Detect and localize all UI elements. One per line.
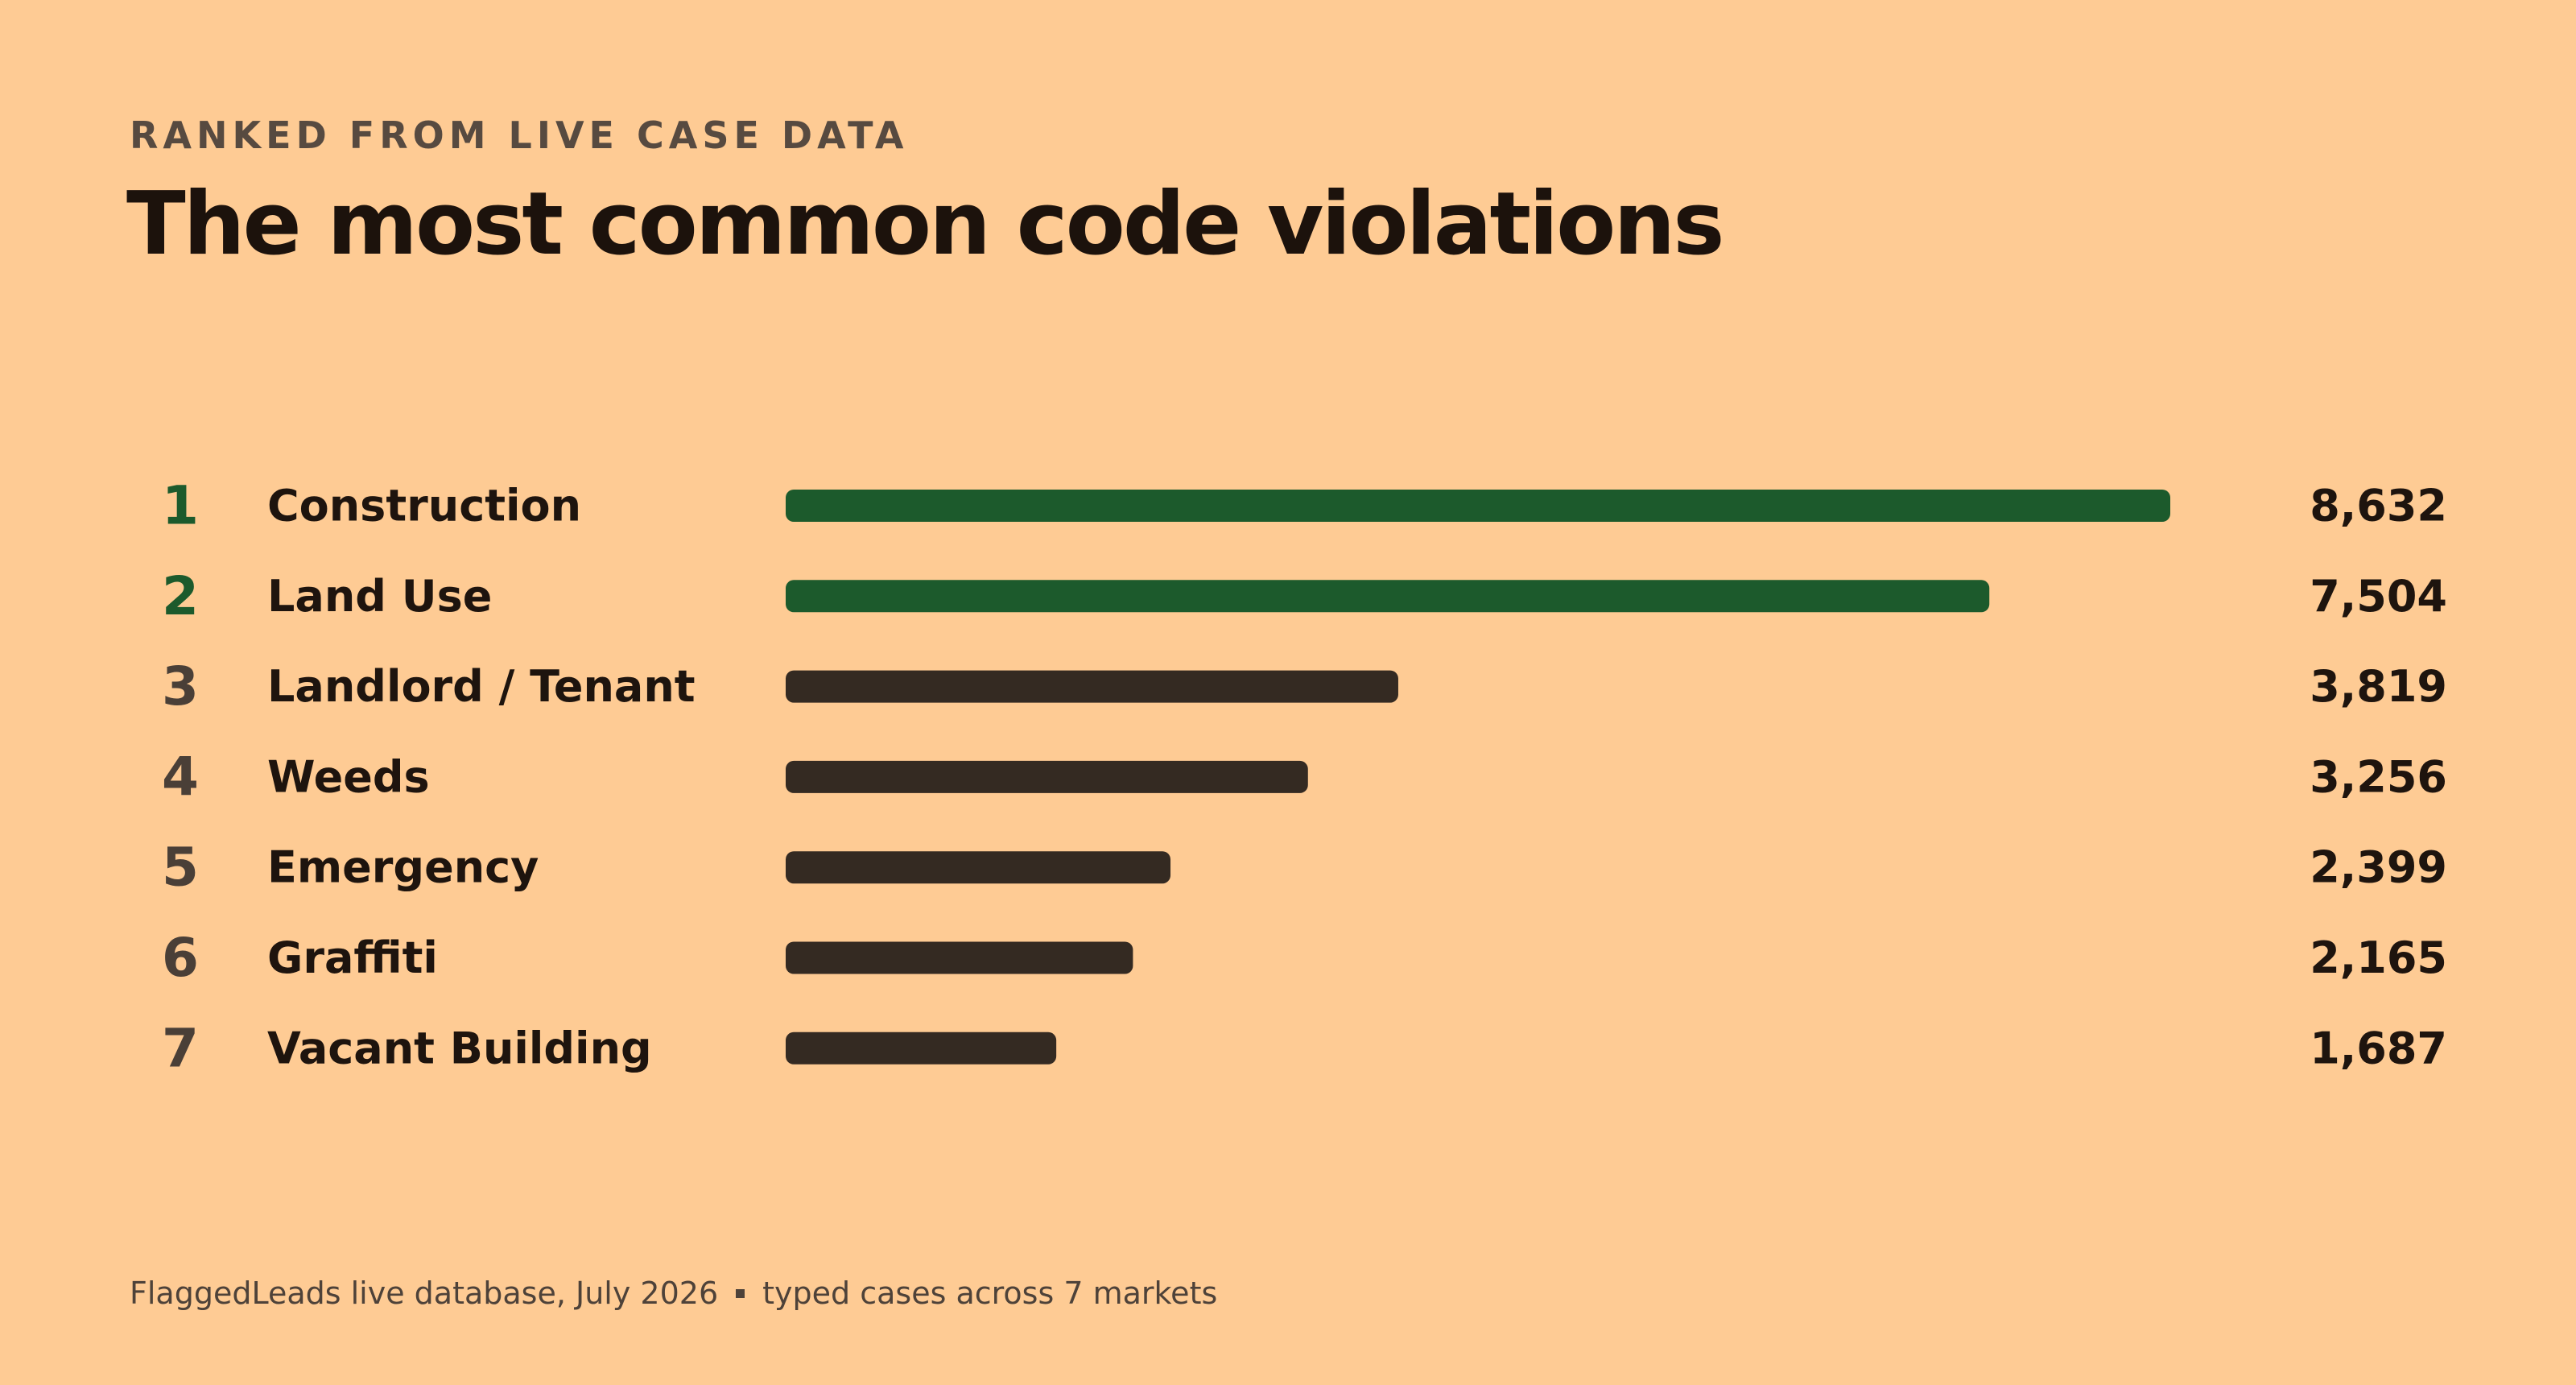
bar-2 xyxy=(786,580,1990,613)
rank-number: 2 xyxy=(162,565,199,627)
value-label: 1,687 xyxy=(2310,1023,2447,1073)
category-label: Construction xyxy=(267,481,581,531)
chart-kicker: RANKED FROM LIVE CASE DATA xyxy=(130,114,909,157)
value-label: 7,504 xyxy=(2310,571,2447,622)
chart-footer: FlaggedLeads live database, July 2026 ty… xyxy=(130,1272,1217,1314)
bar-7 xyxy=(786,1032,1057,1065)
category-label: Graffiti xyxy=(267,932,438,983)
rank-number: 1 xyxy=(162,475,199,537)
category-label: Weeds xyxy=(267,751,430,802)
chart-title: The most common code violations xyxy=(126,174,1725,275)
value-label: 3,256 xyxy=(2310,751,2447,802)
source-note: FlaggedLeads live database, July 2026 xyxy=(130,1275,719,1311)
coverage-note: typed cases across 7 markets xyxy=(762,1275,1218,1311)
rank-number: 3 xyxy=(162,655,199,717)
value-label: 3,819 xyxy=(2310,661,2447,712)
bar-5 xyxy=(786,851,1171,884)
category-label: Emergency xyxy=(267,842,539,893)
value-label: 2,399 xyxy=(2310,842,2447,893)
rank-number: 7 xyxy=(162,1017,199,1079)
separator-dot xyxy=(736,1288,745,1298)
rank-number: 4 xyxy=(162,746,199,808)
rank-number: 6 xyxy=(162,927,199,989)
value-label: 8,632 xyxy=(2310,481,2447,531)
bar-6 xyxy=(786,941,1133,974)
category-label: Vacant Building xyxy=(267,1023,652,1073)
bar-3 xyxy=(786,670,1398,703)
rank-number: 5 xyxy=(162,837,199,899)
category-label: Land Use xyxy=(267,571,492,622)
bar-1 xyxy=(786,490,2170,522)
bar-4 xyxy=(786,760,1308,793)
value-label: 2,165 xyxy=(2310,932,2447,983)
category-label: Landlord / Tenant xyxy=(267,661,696,712)
